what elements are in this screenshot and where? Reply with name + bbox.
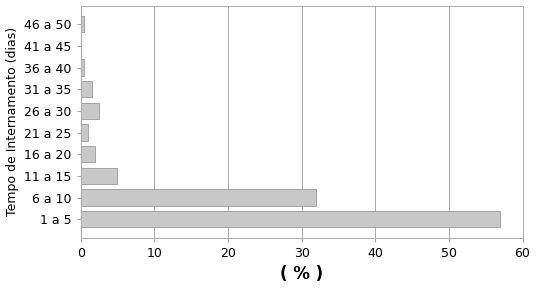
Bar <box>80 81 92 97</box>
Bar <box>80 211 501 227</box>
Bar <box>80 168 117 184</box>
Y-axis label: Tempo de Internamento (dias): Tempo de Internamento (dias) <box>5 27 19 216</box>
Bar <box>80 146 95 162</box>
Bar <box>80 103 99 119</box>
Bar <box>80 189 316 206</box>
Bar <box>80 16 84 32</box>
Bar <box>80 125 88 141</box>
X-axis label: ( % ): ( % ) <box>280 265 323 284</box>
Bar <box>80 60 84 76</box>
